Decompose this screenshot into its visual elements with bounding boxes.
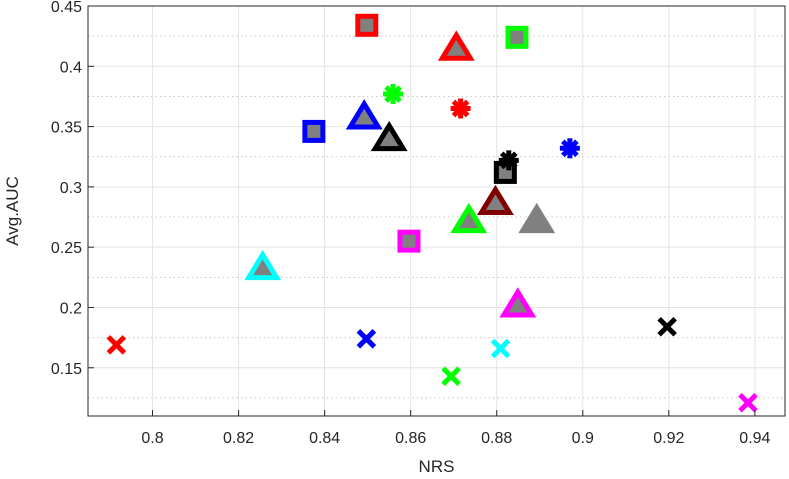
y-tick-label: 0.3 (60, 180, 82, 197)
asterisk-marker (450, 98, 471, 119)
triangle-marker-shape (476, 184, 514, 216)
x-tick-label: 0.8 (141, 430, 163, 447)
triangle-marker (437, 30, 475, 61)
square-marker (355, 13, 379, 37)
asterisk-marker (498, 150, 519, 171)
square-marker (397, 229, 421, 253)
y-tick-label: 0.45 (51, 0, 82, 16)
square-marker-shape (355, 13, 379, 37)
x-stroke (356, 329, 377, 349)
x-stroke (657, 316, 677, 337)
x-tick-label: 0.9 (572, 430, 594, 447)
triangle-marker-shape (437, 30, 475, 61)
triangle-marker (345, 99, 383, 130)
x-axis-title: NRS (419, 457, 455, 476)
square-marker (302, 119, 326, 143)
triangle-marker-shape (345, 99, 383, 130)
y-tick-label: 0.35 (51, 120, 82, 137)
x-tick-label: 0.92 (653, 430, 684, 447)
triangle-marker-shape (518, 202, 556, 234)
asterisk-center (563, 142, 576, 155)
x-marker (738, 392, 758, 413)
asterisk-center (454, 102, 467, 115)
y-tick-labels: 0.15 0.2 0.25 0.3 0.35 0.4 0.45 (51, 0, 82, 378)
axis-ticks (88, 5, 756, 416)
triangle-marker (370, 120, 408, 152)
y-tick-label: 0.2 (60, 300, 82, 317)
y-tick-label: 0.25 (51, 240, 82, 257)
x-stroke (738, 392, 758, 413)
asterisk-marker (383, 84, 404, 105)
asterisk-center (502, 154, 515, 167)
y-tick-label: 0.15 (51, 361, 82, 378)
triangle-marker-shape (370, 120, 408, 152)
plot-background (88, 6, 785, 416)
y-axis-title: Avg.AUC (3, 176, 22, 246)
square-marker-shape (397, 229, 421, 253)
triangle-marker (499, 287, 537, 318)
x-tick-labels: 0.8 0.82 0.84 0.86 0.88 0.9 0.92 0.94 (141, 430, 770, 447)
y-tick-label: 0.4 (60, 59, 82, 76)
x-marker (441, 366, 461, 386)
triangle-marker (244, 249, 282, 281)
x-marker (657, 316, 677, 337)
asterisk-marker (559, 138, 580, 159)
asterisk-center (387, 88, 400, 101)
triangle-marker (476, 184, 514, 216)
x-marker (490, 338, 511, 359)
triangle-marker-shape (450, 202, 488, 234)
x-tick-label: 0.84 (309, 430, 340, 447)
x-marker (356, 329, 377, 349)
x-tick-label: 0.88 (481, 430, 512, 447)
triangle-marker (450, 202, 488, 234)
x-stroke (490, 338, 511, 359)
square-marker-shape (505, 25, 529, 49)
data-points (106, 13, 758, 413)
x-tick-label: 0.86 (395, 430, 426, 447)
x-tick-label: 0.82 (223, 430, 254, 447)
x-marker (106, 335, 127, 355)
triangle-marker (518, 202, 556, 234)
triangle-marker-shape (499, 287, 537, 318)
x-stroke (441, 366, 461, 386)
square-marker (505, 25, 529, 49)
x-stroke (106, 335, 127, 355)
x-tick-label: 0.94 (739, 430, 770, 447)
square-marker-shape (302, 119, 326, 143)
triangle-marker-shape (244, 249, 282, 281)
plot-frame (87, 5, 786, 417)
